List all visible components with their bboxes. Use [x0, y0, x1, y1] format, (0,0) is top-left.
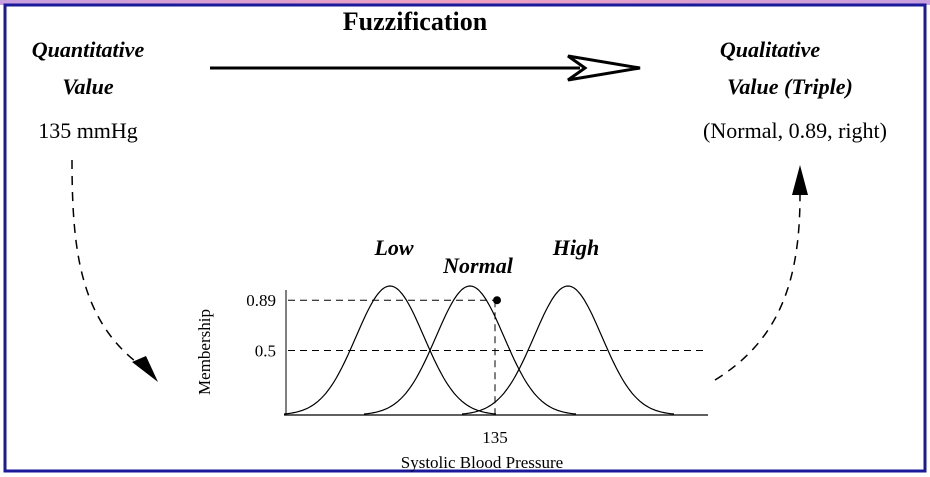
output-heading: Value (Triple) [727, 74, 853, 99]
y-tick-label: 0.5 [255, 342, 276, 361]
membership-curve [363, 285, 577, 415]
dashed-arrow [714, 194, 801, 381]
y-tick-label: 0.89 [246, 291, 276, 310]
arrow-head [132, 356, 158, 382]
output-value: (Normal, 0.89, right) [703, 118, 887, 143]
output-heading: Qualitative [720, 37, 820, 62]
title: Fuzzification [343, 7, 488, 36]
input-heading: Quantitative [32, 37, 145, 62]
x-label: Systolic Blood Pressure [401, 453, 563, 472]
top-strip [0, 0, 930, 5]
frame [3, 3, 927, 473]
set-label: Low [373, 235, 413, 260]
point [493, 296, 501, 305]
x-tick-label: 135 [482, 428, 508, 447]
arrow-head [792, 165, 808, 195]
membership-curve [283, 285, 497, 415]
set-label: High [552, 235, 599, 260]
arrow-head [567, 54, 641, 82]
membership-curve [461, 285, 675, 415]
dashed-arrow [71, 159, 141, 366]
input-heading: Value [62, 74, 114, 99]
y-label: Membership [195, 309, 214, 395]
input-value: 135 mmHg [38, 118, 138, 143]
set-label: Normal [442, 253, 514, 278]
